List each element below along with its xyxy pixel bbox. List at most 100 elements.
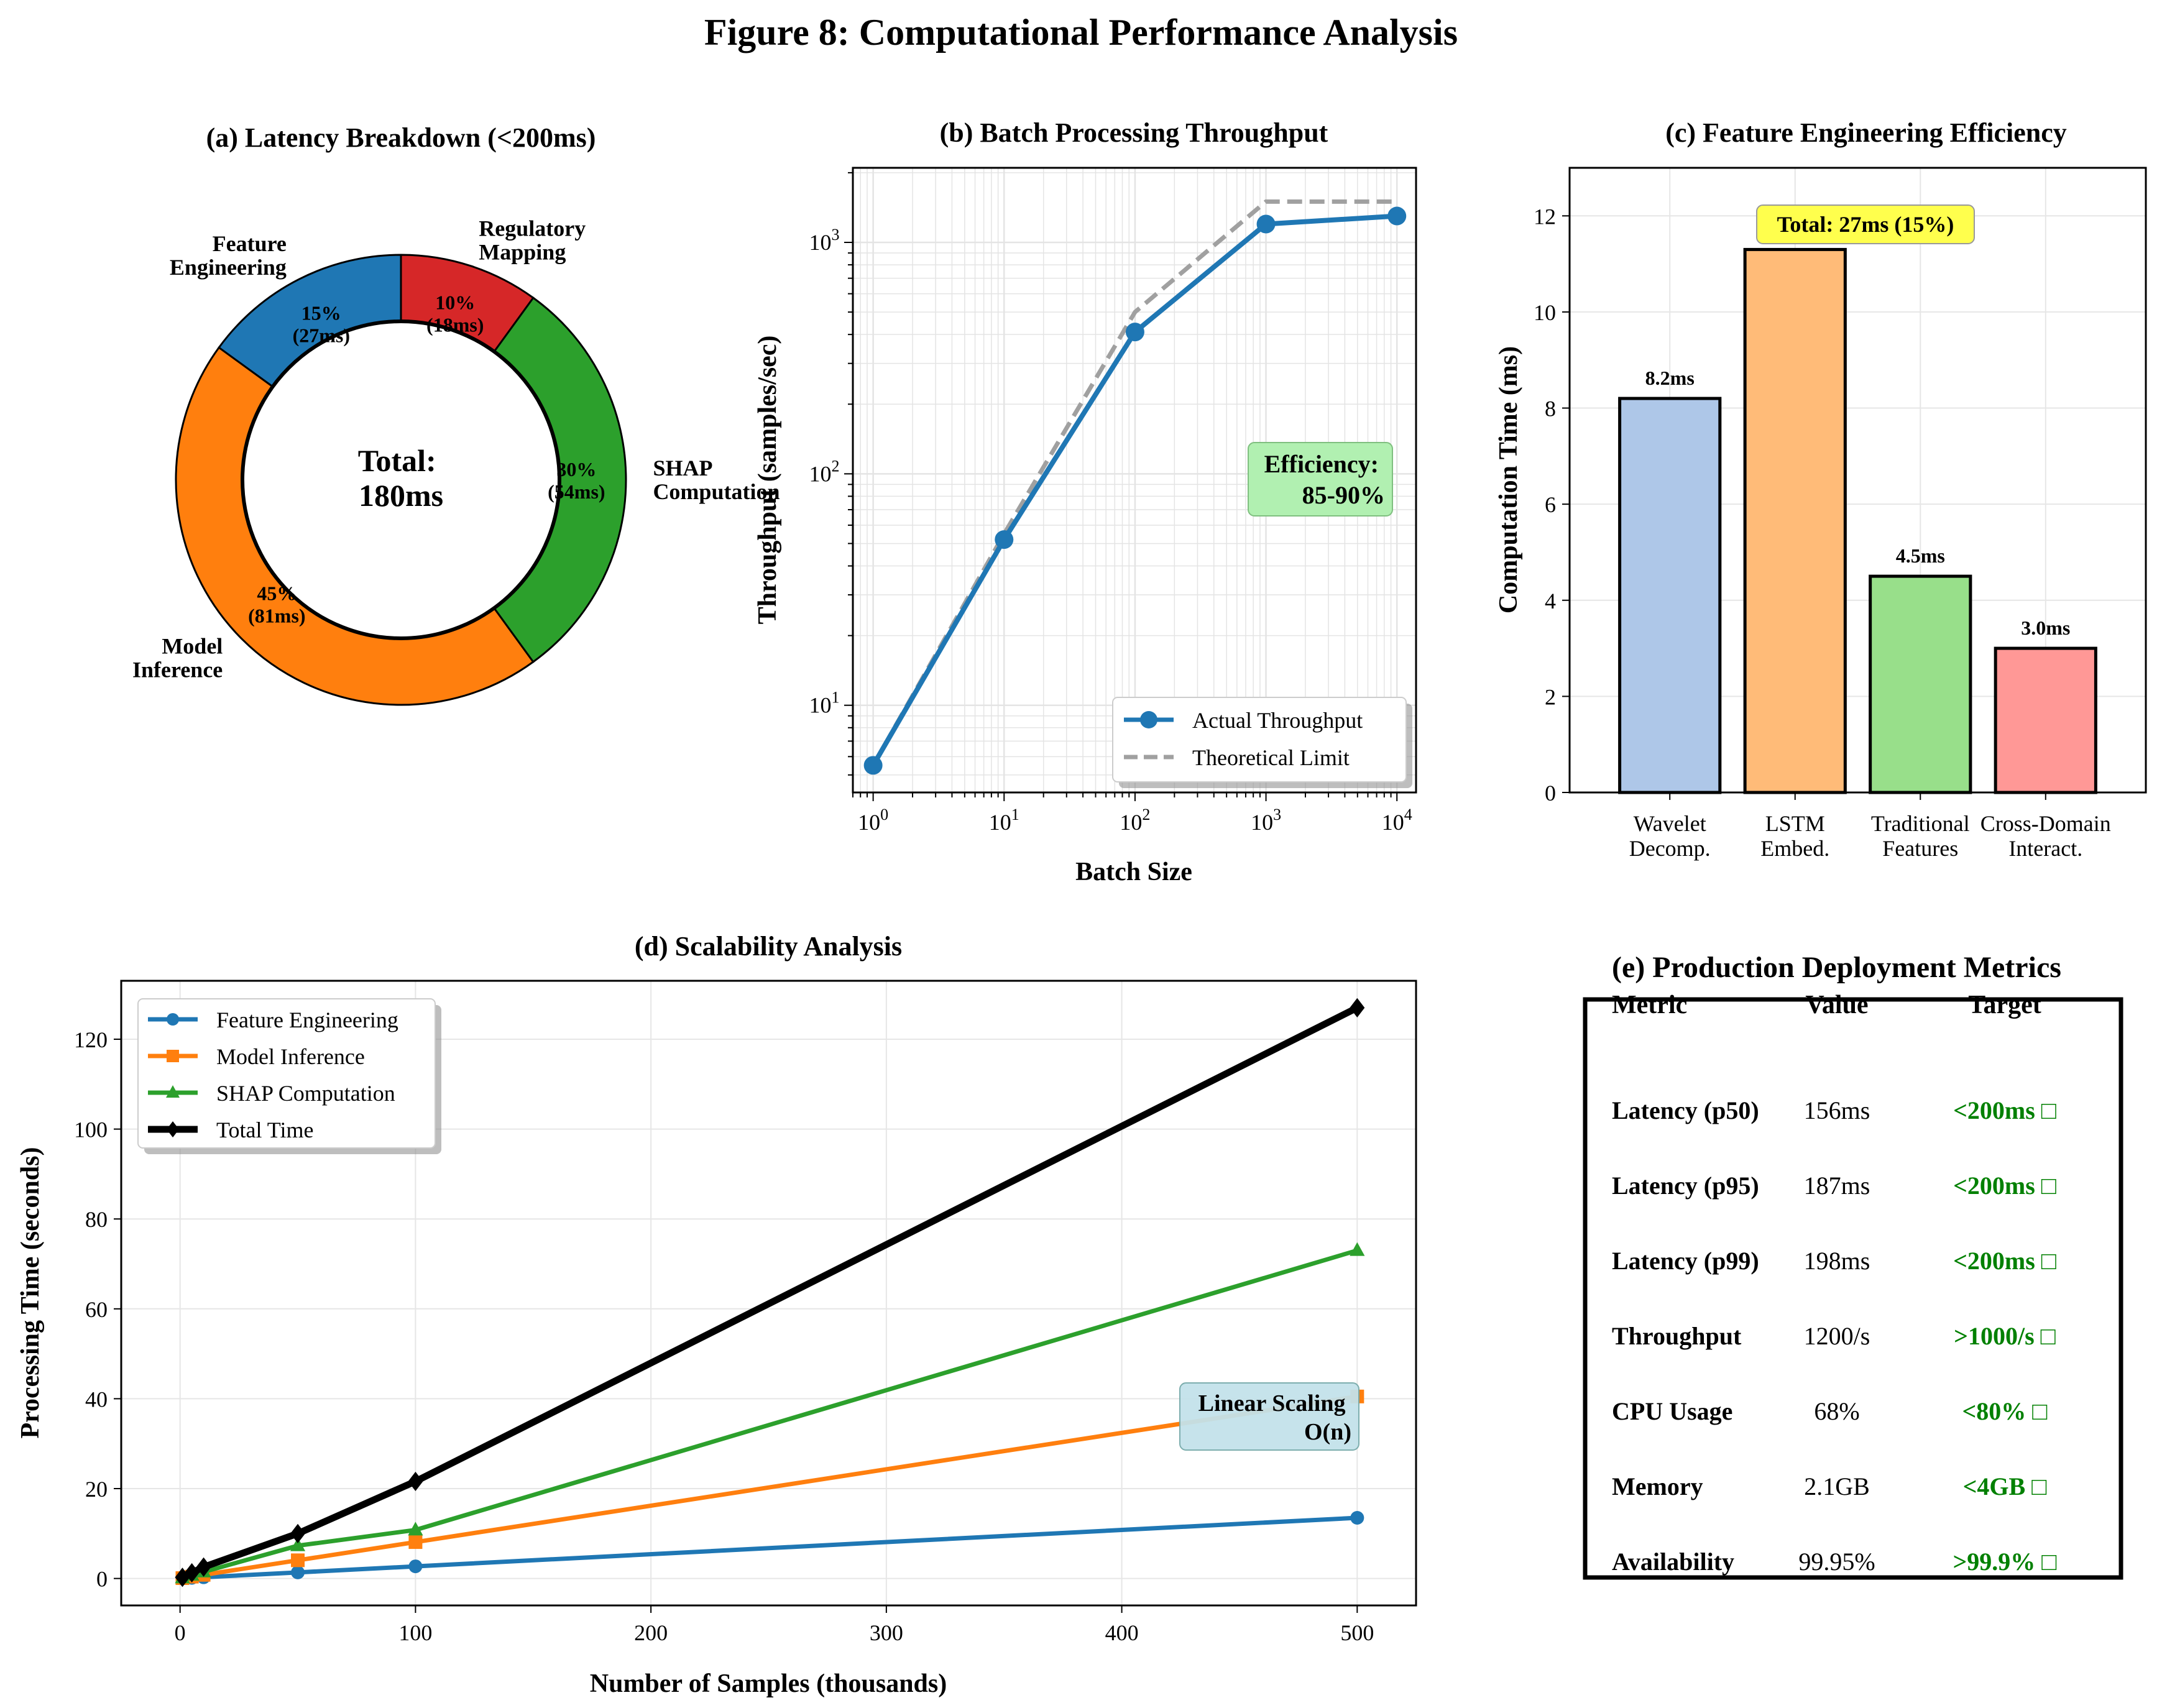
text-line: Engineering bbox=[170, 255, 287, 280]
panel-latency-breakdown: (a) Latency Breakdown (<200ms) Feature En… bbox=[132, 122, 780, 706]
table-cell-metric: Latency (p95) bbox=[1612, 1172, 1759, 1200]
x-tick-label: 300 bbox=[870, 1620, 903, 1645]
text-line: Embed. bbox=[1760, 836, 1829, 861]
x-tick-label: 102 bbox=[1120, 806, 1150, 835]
data-point bbox=[290, 1537, 306, 1551]
table-cell-target: <200ms □ bbox=[1953, 1096, 2056, 1124]
table-header: Metric bbox=[1612, 991, 1687, 1019]
table-cell-value: 1200/s bbox=[1804, 1322, 1870, 1350]
chart-c-frame bbox=[1568, 167, 2147, 794]
bar-value-label: 3.0ms bbox=[2021, 617, 2070, 639]
text-line: LSTM bbox=[1765, 811, 1825, 836]
x-tick-label: Wavelet Decomp. bbox=[1629, 811, 1711, 861]
table-cell-metric: Availability bbox=[1612, 1548, 1734, 1576]
pie-slice-pct: 30% (54ms) bbox=[548, 458, 605, 503]
data-point bbox=[184, 1563, 200, 1583]
total-annotation-box bbox=[1756, 204, 1975, 244]
bar-value-label: 8.2ms bbox=[1645, 367, 1695, 389]
y-tick-label: 103 bbox=[809, 226, 840, 255]
table-cell-target: <200ms □ bbox=[1953, 1247, 2056, 1275]
data-point bbox=[167, 1121, 179, 1137]
text-line: Features bbox=[1882, 836, 1958, 861]
chart-d-frame bbox=[120, 980, 1417, 1607]
pie-slice-label: Regulatory Mapping bbox=[479, 216, 586, 264]
panel-production-metrics: (e) Production Deployment Metrics Metric… bbox=[1583, 951, 2123, 1580]
data-point bbox=[1350, 1242, 1365, 1256]
table-cell-metric: Latency (p99) bbox=[1612, 1247, 1759, 1275]
chart-b-xlabel: Batch Size bbox=[1075, 858, 1192, 886]
table-header: Value bbox=[1805, 991, 1868, 1019]
pie-slice-label: Model Inference bbox=[132, 634, 223, 682]
table-cell-metric: Latency (p50) bbox=[1612, 1096, 1759, 1124]
x-tick-label: 100 bbox=[398, 1620, 432, 1645]
legend-label: Total Time bbox=[216, 1118, 314, 1142]
pie-slice-pct: 15% (27ms) bbox=[293, 301, 350, 346]
text-line: Model bbox=[162, 634, 223, 659]
chart-b-title: (b) Batch Processing Throughput bbox=[940, 117, 1328, 148]
pie-hole bbox=[241, 319, 561, 640]
pie-slice-pct: 10% (18ms) bbox=[426, 291, 484, 336]
chart-d-legend: Feature Engineering Model Inference SHAP C… bbox=[137, 998, 441, 1154]
total-annotation: Total: 27ms (15%) bbox=[1756, 204, 1975, 244]
y-tick-label: 120 bbox=[74, 1027, 108, 1052]
text-line: Feature bbox=[213, 231, 287, 256]
linear-scaling-line-2: O(n) bbox=[1304, 1419, 1351, 1445]
legend-label-theoretical: Theoretical Limit bbox=[1192, 745, 1350, 770]
pie-center-line-1: Total: bbox=[358, 443, 436, 478]
legend-box bbox=[1112, 697, 1407, 783]
text-line: Cross-Domain bbox=[1980, 811, 2111, 836]
x-tick-label: 200 bbox=[634, 1620, 668, 1645]
text-line: 30% bbox=[556, 458, 596, 480]
data-point bbox=[408, 1535, 423, 1550]
y-tick-label: 0 bbox=[96, 1567, 108, 1592]
table-cell-value: 198ms bbox=[1804, 1247, 1870, 1275]
chart-c-title: (c) Feature Engineering Efficiency bbox=[1665, 117, 2067, 148]
data-point bbox=[1350, 998, 1365, 1017]
text-line: Computation bbox=[653, 479, 780, 504]
chart-d-title: (d) Scalability Analysis bbox=[635, 931, 902, 962]
legend-label: Model Inference bbox=[216, 1044, 365, 1069]
data-point bbox=[166, 1085, 180, 1098]
x-tick-label: 500 bbox=[1340, 1620, 1374, 1645]
table-cell-value: 187ms bbox=[1804, 1172, 1870, 1200]
data-point bbox=[1387, 206, 1407, 226]
pie-slice-label: Feature Engineering bbox=[170, 231, 287, 280]
metrics-table: Metric Value Target Latency (p50) 156ms <200m… bbox=[1612, 991, 2056, 1576]
text-line: 10% bbox=[435, 291, 475, 313]
y-tick-label: 0 bbox=[1545, 781, 1556, 806]
linear-scaling-annotation: Linear Scaling O(n) bbox=[1179, 1382, 1359, 1451]
legend-label: Feature Engineering bbox=[216, 1008, 398, 1032]
text-line: Mapping bbox=[479, 239, 566, 264]
data-point bbox=[291, 1565, 305, 1579]
efficiency-annotation-text: Efficiency: 85-90% bbox=[1264, 450, 1385, 509]
bar-value-label: 4.5ms bbox=[1896, 544, 1945, 567]
text-line: Wavelet bbox=[1634, 811, 1706, 836]
data-point bbox=[1256, 214, 1276, 234]
linear-scaling-box bbox=[1179, 1382, 1359, 1451]
y-tick-label: 40 bbox=[85, 1387, 108, 1412]
efficiency-line-2: 85-90% bbox=[1302, 481, 1385, 509]
series-line bbox=[182, 1515, 1358, 1581]
y-tick-label: 20 bbox=[85, 1477, 108, 1502]
table-cell-metric: CPU Usage bbox=[1612, 1397, 1732, 1425]
table-cell-value: 2.1GB bbox=[1804, 1472, 1870, 1500]
table-cell-target: >99.9% □ bbox=[1953, 1548, 2057, 1576]
legend-marker-actual bbox=[1140, 711, 1157, 728]
y-tick-label: 8 bbox=[1545, 397, 1556, 421]
chart-b-ticks: 100 101 102 103 104 101 102 103 bbox=[809, 172, 1412, 835]
data-point bbox=[196, 1557, 211, 1577]
table-cell-value: 68% bbox=[1814, 1397, 1859, 1425]
linear-scaling-line-1: Linear Scaling bbox=[1198, 1390, 1346, 1416]
bar bbox=[1994, 646, 2097, 794]
data-point bbox=[408, 1559, 423, 1574]
x-tick-label: 104 bbox=[1382, 806, 1412, 835]
table-cell-value: 156ms bbox=[1804, 1096, 1870, 1124]
legend-box bbox=[137, 998, 436, 1149]
text-line: Traditional bbox=[1871, 811, 1970, 836]
chart-b-legend: Actual Throughput Theoretical Limit bbox=[1112, 697, 1412, 788]
bar bbox=[1743, 247, 1847, 794]
x-tick-label: Cross-Domain Interact. bbox=[1980, 811, 2111, 861]
x-tick-label: 0 bbox=[175, 1620, 186, 1645]
